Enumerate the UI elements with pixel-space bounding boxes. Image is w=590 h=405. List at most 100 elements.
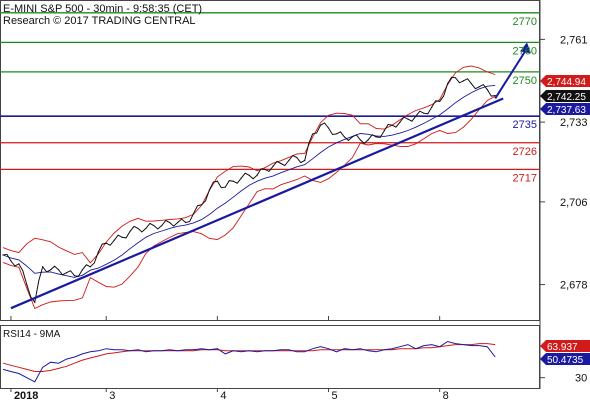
price-point-57	[454, 77, 457, 79]
price-point-40	[319, 124, 322, 126]
price-point-44	[351, 136, 353, 138]
level-label-2717: 2717	[513, 172, 537, 184]
level-label-2735: 2735	[513, 119, 537, 131]
rsi-y-tick-label-0: 30	[575, 373, 587, 385]
price-point-35	[280, 162, 282, 165]
x-axis-layer: 2018 3 4 5 8	[10, 316, 449, 402]
price-point-0	[2, 254, 4, 256]
price-point-32	[256, 174, 258, 176]
price-point-41	[327, 127, 330, 129]
price-point-13	[105, 242, 107, 244]
forecast-arrow-head	[520, 42, 531, 54]
price-point-30	[240, 177, 242, 179]
price-point-24	[192, 213, 195, 215]
price-box-label-2: 2,737.63	[547, 105, 586, 116]
chart-header-line1: E-MINI S&P 500 - 30min - 9:58:35 (CET)	[3, 3, 202, 15]
price-point-9	[73, 275, 76, 277]
price-point-37	[296, 156, 298, 159]
levels-layer	[0, 12, 540, 171]
price-point-25	[200, 204, 203, 206]
price-point-42	[335, 133, 338, 135]
price-point-50	[399, 121, 401, 123]
level-label-2726: 2726	[513, 146, 537, 158]
price-point-48	[383, 130, 385, 132]
price-point-23	[185, 221, 187, 224]
x-tick-label-4: 8	[443, 390, 449, 400]
price-point-60	[478, 86, 480, 88]
price-point-56	[447, 83, 449, 85]
price-point-2	[18, 263, 20, 265]
price-point-59	[470, 83, 473, 85]
price-point-5	[42, 266, 44, 268]
price-point-17	[137, 227, 139, 230]
y-tick-label-3: 2,678	[560, 280, 588, 292]
price-point-7	[57, 269, 60, 271]
level-label-2770: 2770	[513, 16, 537, 28]
bollinger-layer	[2, 65, 496, 310]
price-point-43	[343, 136, 345, 138]
price-box-1	[540, 90, 590, 102]
price-point-15	[121, 236, 123, 238]
price-point-12	[97, 251, 99, 253]
price-point-26	[208, 189, 211, 191]
main-plot-frame	[0, 0, 540, 321]
price-point-38	[304, 159, 306, 162]
price-point-39	[312, 133, 314, 135]
chart-header-line2: Research © 2017 TRADING CENTRAL	[3, 15, 196, 27]
price-point-1	[10, 260, 12, 262]
moving-average-line	[2, 84, 496, 278]
y-tick-label-0: 2,761	[560, 34, 588, 46]
level-label-2760: 2760	[513, 45, 537, 57]
price-point-31	[248, 174, 250, 176]
price-box-3	[540, 340, 590, 352]
bollinger-upper	[2, 65, 496, 264]
x-tick-label-0: 2018	[14, 390, 38, 400]
price-boxes-layer: 2,744.94 2,742.25 2,737.63 63.937 50.4735	[540, 75, 590, 366]
level-label-2750: 2750	[513, 75, 537, 87]
price-point-3	[26, 283, 28, 286]
price-point-28	[224, 186, 226, 188]
bollinger-lower	[2, 95, 496, 310]
price-layer	[2, 76, 496, 304]
price-point-55	[439, 100, 441, 103]
x-tick-label-1: 3	[109, 390, 115, 400]
price-point-61	[486, 89, 488, 91]
price-point-8	[65, 272, 68, 274]
price-point-52	[415, 115, 417, 117]
trend-layer	[10, 42, 531, 310]
price-point-62	[494, 94, 496, 97]
price-box-label-1: 2,742.25	[547, 92, 586, 103]
x-tick-label-3: 5	[332, 390, 338, 400]
price-point-14	[113, 239, 115, 241]
price-point-22	[177, 221, 179, 224]
price-box-4	[540, 353, 590, 365]
rsi-plot-frame	[0, 325, 540, 389]
price-box-label-0: 2,744.94	[547, 77, 586, 88]
price-box-label-3: 63.937	[547, 342, 578, 353]
x-tick-label-2: 4	[220, 390, 226, 400]
rsi-title: RSI14 - 9MA	[3, 329, 61, 340]
price-point-29	[232, 180, 234, 182]
level-labels-layer: 2770 2760 2750 2735 2726 2717	[513, 16, 537, 185]
y-axis-layer: 2,761 2,733 2,706 2,678	[540, 34, 588, 292]
price-point-54	[431, 106, 433, 108]
rsi-line	[2, 340, 496, 383]
price-point-27	[216, 180, 218, 182]
price-point-4	[34, 301, 36, 303]
price-point-46	[367, 139, 369, 141]
price-point-19	[153, 224, 155, 227]
rsi-layer: 30	[2, 340, 587, 385]
price-point-10	[81, 269, 83, 271]
y-tick-label-1: 2,733	[560, 117, 588, 129]
price-point-49	[391, 124, 393, 126]
price-point-20	[161, 224, 163, 227]
price-point-33	[264, 168, 266, 170]
price-point-58	[462, 80, 465, 82]
price-point-6	[50, 269, 52, 271]
price-point-47	[375, 136, 377, 138]
price-box-0	[540, 75, 590, 87]
price-point-16	[129, 230, 131, 232]
price-point-53	[423, 112, 425, 114]
y-tick-label-2: 2,706	[560, 197, 588, 209]
